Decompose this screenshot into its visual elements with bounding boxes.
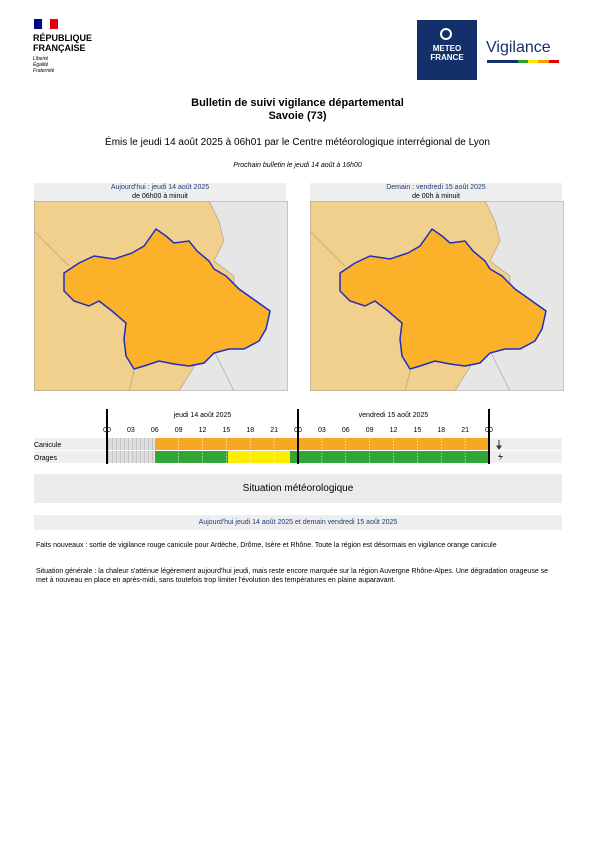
hour-label: 03: [127, 427, 135, 434]
map-period: de 00h à minuit: [412, 193, 460, 200]
map-header: Aujourd'hui : jeudi 14 août 2025 de 06h00…: [34, 183, 286, 201]
row-label: Canicule: [34, 442, 61, 449]
motto-line: Liberté: [33, 56, 49, 62]
storm-icon: [498, 453, 503, 461]
titles: Bulletin de suivi vigilance départementa…: [0, 97, 595, 123]
border: [310, 230, 511, 391]
title: Bulletin de suivi vigilance départementa…: [191, 97, 404, 109]
hour-label: 15: [413, 427, 421, 434]
brand-line: FRANCE: [430, 53, 464, 62]
hour-label: 09: [366, 427, 374, 434]
segment-green: [155, 451, 228, 463]
timeline: jeudi 14 août 2025 vendredi 15 août 2025 0…: [34, 409, 562, 464]
subtitle: Savoie (73): [268, 110, 327, 122]
hour-label: 09: [175, 427, 183, 434]
motto-line: Fraternité: [33, 68, 55, 74]
hour-label: 06: [342, 427, 350, 434]
paragraph: Situation générale : la chaleur s'atténu…: [36, 568, 549, 584]
brand-line: METEO: [432, 44, 462, 53]
hour-label: 18: [437, 427, 445, 434]
hour-label: 15: [222, 427, 230, 434]
hour-label: 21: [270, 427, 278, 434]
vigilance-colors: [487, 60, 559, 63]
brand: METEO FRANCE: [417, 44, 477, 62]
day-label: vendredi 15 août 2025: [359, 412, 429, 419]
hour-label: 12: [390, 427, 398, 434]
issued: Émis le jeudi 14 août 2025 à 06h01 par l…: [105, 137, 490, 148]
segment-yellow: [228, 451, 290, 463]
row-label: Orages: [34, 455, 57, 462]
map-day: Demain : vendredi 15 août 2025: [386, 184, 486, 191]
hour-label: 03: [318, 427, 326, 434]
motto-line: Égalité: [33, 62, 49, 68]
republic-line: RÉPUBLIQUE: [33, 33, 93, 43]
hour-label: 06: [151, 427, 159, 434]
hour-label: 12: [199, 427, 207, 434]
map: [310, 201, 564, 391]
motto: Liberté Égalité Fraternité: [33, 56, 54, 74]
situation-title: Situation météorologique: [34, 474, 562, 503]
product: Vigilance: [486, 39, 551, 56]
situation-period: Aujourd'hui jeudi 14 août 2025 et demain…: [34, 515, 562, 530]
map-day: Aujourd'hui : jeudi 14 août 2025: [110, 184, 210, 191]
heat-icon: [496, 440, 502, 450]
map: [34, 201, 288, 391]
hour-label: 21: [461, 427, 469, 434]
savoie: [339, 227, 547, 370]
border: [34, 230, 235, 391]
hour-label: 18: [246, 427, 254, 434]
savoie: [63, 227, 271, 370]
map-header: Demain : vendredi 15 août 2025 de 00h à m…: [310, 183, 562, 201]
paragraph: Faits nouveaux : sortie de vigilance rou…: [36, 542, 497, 549]
republic-line: FRANÇAISE: [33, 43, 86, 53]
next-bulletin: Prochain bulletin le jeudi 14 août à 16h…: [233, 162, 362, 169]
flag: [34, 19, 58, 29]
day-label: jeudi 14 août 2025: [173, 412, 232, 419]
map-period: de 06h00 à minuit: [132, 193, 188, 200]
logo-icon: [440, 28, 452, 40]
republic: RÉPUBLIQUE FRANÇAISE: [33, 33, 92, 53]
segment-green: [290, 451, 489, 463]
meteo-logo: METEO FRANCE: [417, 20, 477, 80]
